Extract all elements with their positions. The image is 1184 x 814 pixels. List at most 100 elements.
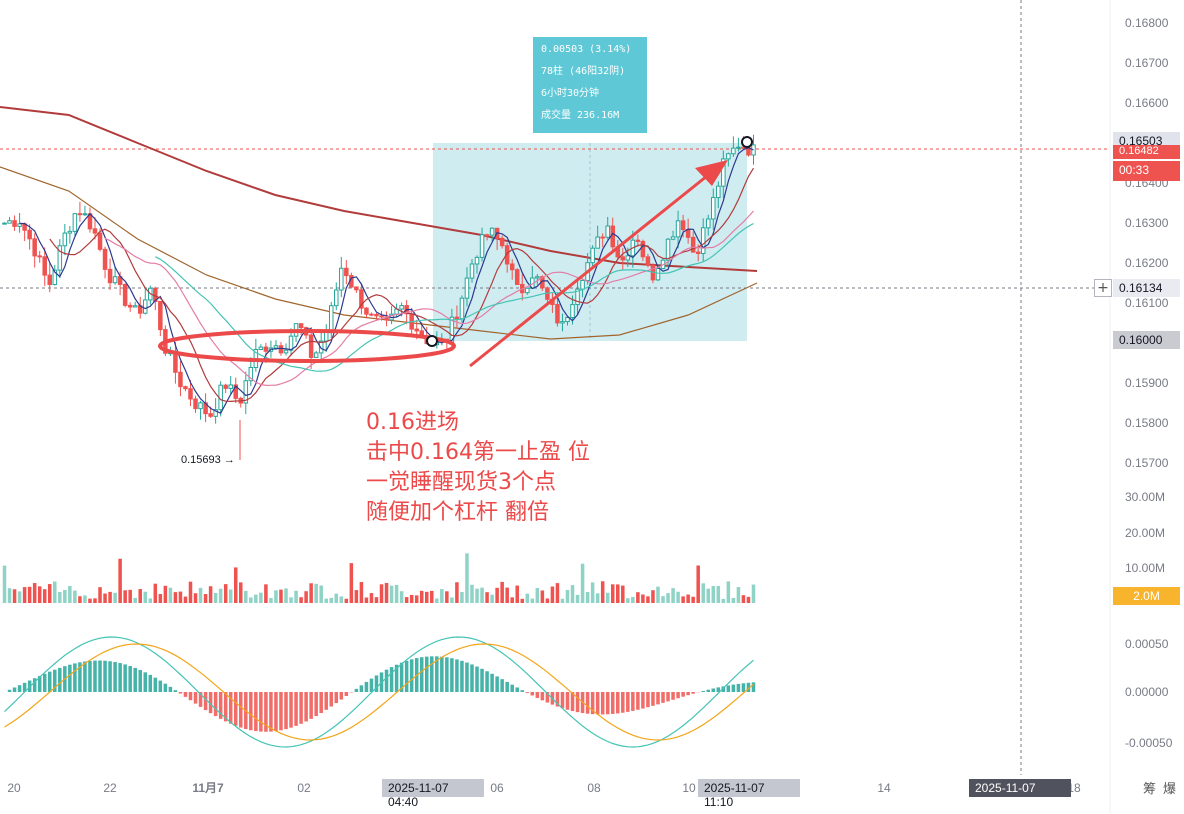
volume-bar — [595, 593, 600, 603]
volume-bar — [223, 584, 228, 603]
macd-bar — [646, 692, 650, 708]
low-price-label: 0.15693 → — [181, 454, 235, 466]
macd-bar — [711, 688, 716, 692]
volume-bar — [133, 597, 137, 603]
volume-bar — [626, 598, 630, 603]
volume-bar — [364, 597, 369, 603]
macd-bar — [53, 669, 57, 692]
volume-bar — [666, 593, 670, 603]
volume-bar — [525, 593, 530, 603]
ma-30-line — [155, 222, 754, 372]
candle-body — [213, 409, 218, 417]
volume-bar — [319, 585, 323, 603]
candle-body — [414, 328, 419, 332]
macd-bar — [133, 667, 137, 692]
macd-bar — [610, 692, 615, 714]
volume-bar — [299, 597, 303, 603]
volume-bar — [168, 587, 173, 603]
volume-bar — [641, 594, 645, 603]
candle-body — [188, 388, 193, 400]
volume-bar — [435, 598, 439, 603]
volume-bar — [98, 587, 102, 603]
price-tick-label: 0.15800 — [1125, 416, 1169, 430]
macd-bar — [123, 664, 127, 692]
macd-bar — [455, 659, 459, 692]
volume-bar — [32, 583, 37, 603]
volume-bar — [696, 565, 700, 603]
macd-bar — [535, 692, 540, 698]
volume-bar — [244, 590, 248, 603]
current-price-tag: 0.16482 — [1113, 145, 1180, 159]
candle-body — [173, 352, 178, 373]
macd-bar — [555, 692, 560, 707]
macd-bar — [163, 683, 168, 692]
volume-bar — [304, 591, 308, 603]
volume-bar — [93, 598, 97, 603]
candle-body — [283, 349, 289, 354]
candle-body — [193, 398, 198, 410]
macd-bar — [540, 692, 545, 701]
price-tick-label: 0.16600 — [1125, 96, 1169, 110]
volume-bar — [555, 583, 560, 603]
volume-bar — [294, 590, 298, 603]
macd-bar — [666, 692, 670, 702]
macd-bar — [319, 692, 323, 714]
macd-bar — [42, 673, 47, 692]
volume-bar — [63, 589, 67, 603]
macd-bar — [545, 692, 550, 703]
candle-body — [52, 269, 58, 286]
candle-body — [57, 245, 63, 271]
macd-bar — [314, 692, 318, 717]
candle-body — [354, 286, 359, 291]
macd-bar — [605, 692, 610, 715]
macd-bar — [17, 685, 22, 692]
candle-body — [273, 345, 279, 349]
volume-bar — [239, 582, 243, 603]
macd-bar — [626, 692, 630, 712]
volume-bar — [686, 594, 690, 603]
volume-bar — [716, 585, 721, 603]
macd-bar — [103, 660, 107, 692]
volume-bar — [359, 582, 364, 603]
volume-bar — [646, 596, 650, 603]
volume-tag: 2.0M — [1113, 587, 1180, 605]
high-price-tag: 0.16503 — [1113, 132, 1180, 149]
volume-bar — [580, 563, 585, 603]
volume-bar — [153, 583, 158, 603]
add-plus-icon[interactable]: + — [1094, 279, 1112, 297]
candle-body — [525, 287, 530, 294]
liquidation-button[interactable]: 爆 — [1163, 781, 1177, 796]
volume-bar — [651, 590, 655, 603]
candle-body — [278, 345, 284, 354]
volume-bar — [148, 598, 153, 603]
macd-bar — [68, 664, 72, 692]
cursor-price-tag: 0.16134 — [1113, 279, 1180, 297]
volume-bar — [505, 587, 509, 603]
candle-body — [328, 305, 334, 332]
time-tick-label: 14 — [877, 781, 891, 795]
macd-bar — [274, 692, 278, 732]
volume-bar — [58, 591, 62, 603]
chip-button[interactable]: 筹 — [1143, 781, 1157, 796]
macd-bar — [183, 692, 188, 697]
trade-annotation: 0.16进场 击中0.164第一止盈 位 一觉睡醒现货3个点 随便加个杠杆 翻倍 — [366, 408, 590, 528]
macd-bar — [73, 663, 77, 692]
volume-bar — [143, 591, 148, 603]
annotation-line-2: 击中0.164第一止盈 位 — [366, 440, 590, 465]
candle-body — [610, 225, 615, 248]
macd-bar — [138, 670, 142, 692]
candle-body — [509, 263, 515, 271]
volume-bar — [520, 598, 525, 603]
candle-body — [595, 236, 600, 249]
macd-bar — [284, 692, 288, 730]
macd-bar — [731, 684, 736, 692]
volume-bar — [108, 591, 112, 603]
candle-body — [112, 276, 118, 284]
volume-bar — [585, 592, 590, 603]
time-tick-label: 08 — [587, 781, 601, 795]
macd-bar — [289, 692, 293, 728]
macd-bar — [128, 666, 132, 692]
volume-bar — [560, 598, 565, 603]
entry-ellipse — [158, 329, 456, 363]
